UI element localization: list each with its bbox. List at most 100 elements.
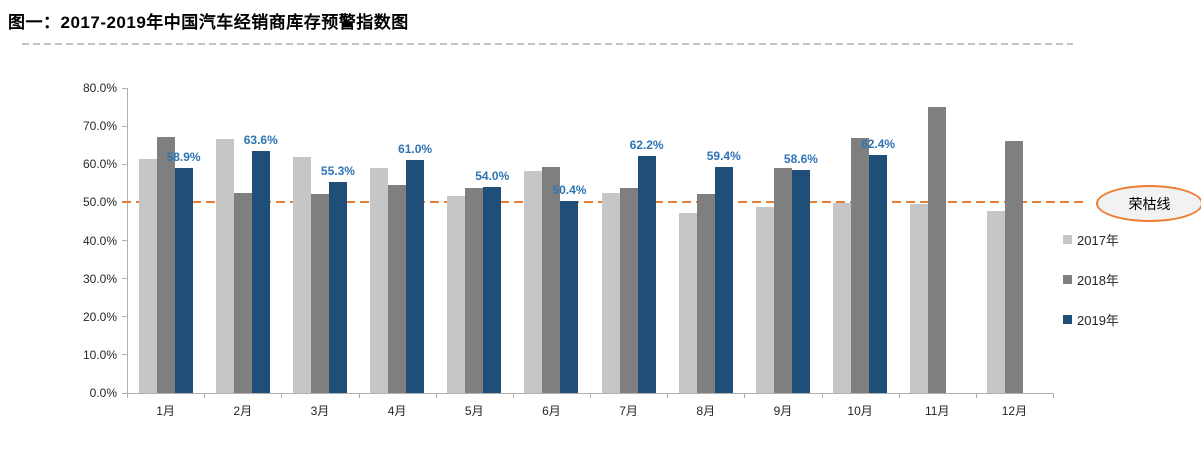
- x-axis-tick: [821, 394, 823, 398]
- legend-item-2017年: 2017年: [1063, 230, 1119, 249]
- bar-2019年-3月: [328, 182, 347, 393]
- x-axis-label: 11月: [925, 404, 950, 418]
- data-label-4月: 61.0%: [398, 142, 433, 157]
- data-label-10月: 62.4%: [861, 137, 896, 152]
- x-axis-label: 9月: [773, 404, 793, 418]
- legend-item-2019年: 2019年: [1063, 310, 1119, 329]
- bar-2017年-1月: [138, 158, 157, 393]
- bar-2018年-7月: [619, 187, 638, 393]
- legend-label: 2019年: [1077, 313, 1119, 328]
- data-label-1月: 58.9%: [166, 150, 201, 165]
- bar-2019年-6月: [560, 200, 579, 393]
- bar-2019年-10月: [869, 155, 888, 393]
- bar-2018年-4月: [388, 184, 407, 393]
- y-axis-tick: [122, 125, 127, 127]
- x-axis-label: 10月: [847, 404, 873, 418]
- legend-swatch-icon: [1063, 275, 1072, 284]
- bar-2019年-7月: [637, 155, 656, 393]
- legend: 2017年 2018年 2019年: [1063, 230, 1119, 329]
- x-axis-tick: [127, 394, 128, 398]
- x-axis-label: 4月: [387, 404, 407, 418]
- y-axis-label: 10.0%: [82, 347, 117, 362]
- legend-swatch-icon: [1063, 235, 1072, 244]
- boom-bust-label: 荣枯线: [1128, 195, 1171, 212]
- bar-2018年-2月: [233, 193, 252, 393]
- bar-2017年-8月: [678, 213, 697, 393]
- bar-2018年-9月: [773, 168, 792, 393]
- x-axis-label: 3月: [310, 404, 330, 418]
- bar-2019年-1月: [174, 168, 193, 393]
- x-axis-tick: [281, 394, 283, 398]
- y-axis-tick: [122, 240, 127, 241]
- bar-2017年-7月: [601, 192, 620, 393]
- bar-2017年-2月: [215, 139, 234, 393]
- legend-label: 2018年: [1077, 273, 1119, 288]
- bar-2018年-5月: [465, 188, 484, 393]
- y-axis-label: 0.0%: [89, 386, 117, 400]
- y-axis-line: [127, 88, 128, 394]
- bar-2017年-4月: [370, 167, 389, 393]
- y-axis-tick: [122, 87, 127, 89]
- bar-2019年-4月: [406, 160, 425, 393]
- y-axis-label: 80.0%: [82, 81, 117, 95]
- data-label-5月: 54.0%: [475, 169, 510, 184]
- bar-2018年-11月: [928, 106, 947, 393]
- y-axis-label: 60.0%: [82, 157, 117, 172]
- y-axis-tick: [122, 354, 127, 356]
- x-axis-tick: [204, 394, 206, 398]
- bar-2019年-8月: [714, 166, 733, 393]
- y-axis-tick: [122, 163, 127, 165]
- bar-2018年-1月: [156, 136, 175, 393]
- x-axis-label: 5月: [464, 404, 484, 418]
- data-label-7月: 62.2%: [629, 137, 664, 152]
- data-label-3月: 55.3%: [320, 164, 355, 179]
- bar-2018年-10月: [851, 137, 870, 393]
- y-axis-label: 20.0%: [82, 309, 117, 324]
- bar-2018年-12月: [1005, 140, 1024, 393]
- x-axis-label: 1月: [156, 404, 175, 418]
- x-axis-tick: [744, 394, 746, 398]
- x-axis-tick: [435, 394, 437, 398]
- bar-2019年-5月: [483, 187, 502, 393]
- bar-2017年-3月: [292, 157, 311, 393]
- x-axis-tick: [1053, 394, 1054, 398]
- data-label-8月: 59.4%: [706, 148, 741, 163]
- y-axis-label: 30.0%: [82, 271, 117, 286]
- x-axis-tick: [667, 394, 669, 398]
- title-separator: [22, 43, 1073, 45]
- x-axis-tick: [898, 394, 900, 398]
- y-axis-tick: [122, 316, 127, 318]
- bar-2017年-5月: [447, 195, 466, 393]
- data-label-9月: 58.6%: [783, 151, 818, 166]
- boom-bust-label-ellipse: 荣枯线: [1096, 185, 1201, 222]
- data-label-2月: 63.6%: [243, 132, 278, 147]
- y-axis-label: 40.0%: [82, 233, 117, 248]
- bar-2018年-6月: [542, 167, 561, 393]
- x-axis-tick: [358, 394, 360, 398]
- x-axis-label: 8月: [696, 404, 716, 418]
- bar-2019年-9月: [791, 169, 810, 393]
- x-axis-line: [127, 393, 1054, 394]
- x-axis-label: 12月: [1001, 404, 1028, 418]
- x-axis-tick: [590, 394, 591, 398]
- bar-2017年-9月: [755, 207, 774, 393]
- bar-2018年-8月: [696, 193, 715, 393]
- y-axis-label: 50.0%: [82, 195, 117, 210]
- legend-swatch-icon: [1063, 315, 1072, 324]
- y-axis-tick: [122, 392, 127, 394]
- x-axis-tick: [512, 394, 514, 398]
- bar-2017年-6月: [524, 171, 543, 393]
- bar-2018年-3月: [310, 194, 329, 393]
- x-axis-label: 7月: [619, 404, 638, 418]
- bar-2017年-11月: [910, 204, 929, 393]
- bar-2017年-12月: [987, 211, 1006, 393]
- legend-item-2018年: 2018年: [1063, 270, 1119, 289]
- x-axis-tick: [975, 394, 977, 398]
- bar-2019年-2月: [251, 150, 270, 393]
- chart-title: 图一：2017-2019年中国汽车经销商库存预警指数图: [8, 13, 409, 32]
- y-axis-tick: [122, 278, 127, 280]
- x-axis-label: 2月: [233, 404, 253, 418]
- y-axis-label: 70.0%: [82, 119, 117, 134]
- data-label-6月: 50.4%: [552, 182, 587, 197]
